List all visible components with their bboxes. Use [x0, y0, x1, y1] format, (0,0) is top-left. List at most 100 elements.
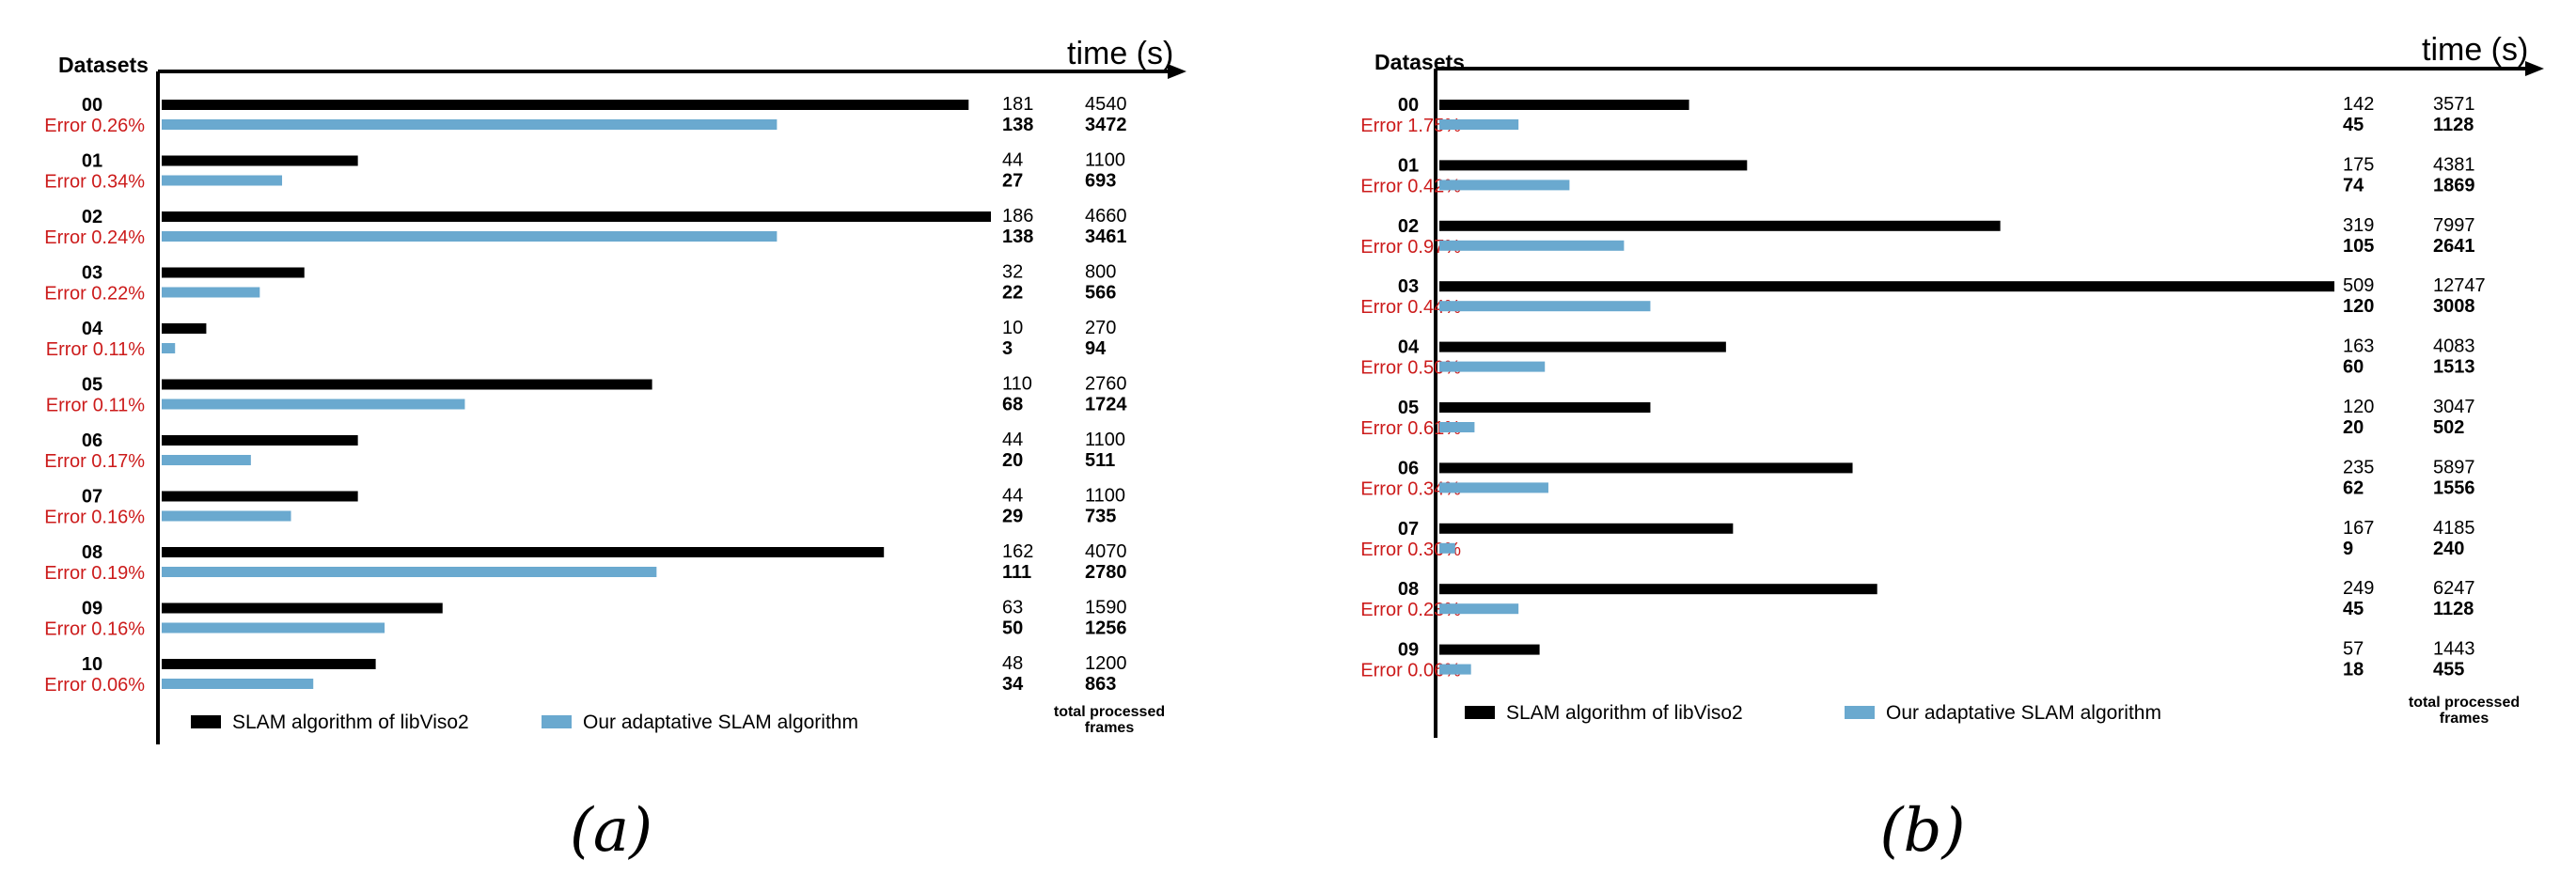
dataset-label: 01 [82, 151, 102, 172]
frames-value-adaptive: 735 [1085, 507, 1116, 527]
axis-title: time (s) [2422, 32, 2528, 68]
legend: SLAM algorithm of libViso2 Our adaptative… [1465, 702, 2161, 724]
frames-value-adaptive: 502 [2433, 417, 2464, 438]
time-value-adaptive: 120 [2343, 296, 2374, 317]
dataset-label: 00 [1398, 95, 1419, 116]
bar-adaptive [1439, 301, 1651, 312]
time-value-libviso2: 509 [2343, 275, 2374, 296]
frames-value-libviso2: 3571 [2433, 94, 2475, 115]
bar-libviso2 [1439, 281, 2334, 292]
bar-libviso2 [1439, 341, 1726, 352]
time-value-adaptive: 74 [2343, 175, 2364, 196]
time-value-libviso2: 186 [1002, 206, 1033, 227]
bar-libviso2 [1439, 100, 1689, 110]
frames-value-adaptive: 2641 [2433, 236, 2475, 257]
bar-libviso2 [1439, 462, 1853, 474]
time-value-libviso2: 44 [1002, 486, 1023, 507]
frames-value-adaptive: 1513 [2433, 357, 2475, 378]
legend-label-adaptive: Our adaptative SLAM algorithm [1886, 702, 2161, 724]
legend-label-libviso2: SLAM algorithm of libViso2 [232, 712, 469, 733]
dataset-label: 04 [1398, 337, 1420, 358]
frames-value-adaptive: 3008 [2433, 296, 2475, 317]
time-value-adaptive: 18 [2343, 660, 2364, 680]
error-label: Error 0.61% [1360, 418, 1461, 439]
bar-libviso2 [162, 659, 376, 669]
bar-libviso2 [162, 100, 969, 110]
axis-title: time (s) [1067, 36, 1173, 71]
bar-adaptive [162, 119, 778, 130]
error-label: Error 0.34% [1360, 478, 1461, 499]
dataset-label: 04 [82, 319, 103, 339]
bar-adaptive [1439, 422, 1475, 432]
time-value-libviso2: 120 [2343, 397, 2374, 417]
time-value-adaptive: 62 [2343, 477, 2364, 498]
bar-adaptive [162, 231, 778, 242]
dataset-label: 07 [1398, 519, 1419, 540]
bar-adaptive [1439, 361, 1546, 372]
frames-value-libviso2: 4185 [2433, 518, 2475, 539]
time-value-libviso2: 162 [1002, 541, 1033, 562]
frames-column-title-line1: total processed [2409, 695, 2520, 711]
bar-libviso2 [162, 379, 652, 390]
legend-label-libviso2: SLAM algorithm of libViso2 [1506, 702, 1743, 724]
time-value-adaptive: 60 [2343, 357, 2364, 378]
frames-column-title-line1: total processed [1054, 704, 1165, 720]
error-label: Error 0.11% [46, 396, 145, 416]
bar-adaptive [162, 679, 314, 689]
dataset-label: 06 [82, 430, 102, 451]
time-value-libviso2: 32 [1002, 262, 1023, 283]
frames-value-adaptive: 1128 [2433, 599, 2474, 619]
frames-value-adaptive: 1128 [2433, 115, 2474, 135]
panel-label: (b) [1880, 796, 1966, 866]
frames-value-adaptive: 455 [2433, 660, 2464, 680]
time-value-adaptive: 138 [1002, 115, 1033, 135]
time-value-libviso2: 175 [2343, 154, 2374, 175]
time-value-adaptive: 20 [1002, 450, 1023, 471]
bar-libviso2 [162, 435, 358, 446]
frames-value-adaptive: 1556 [2433, 477, 2475, 498]
bar-libviso2 [1439, 584, 1877, 595]
legend-swatch-adaptive [1845, 706, 1875, 719]
bar-libviso2 [1439, 160, 1748, 171]
dataset-label: 00 [82, 95, 102, 116]
bar-adaptive [162, 510, 291, 522]
frames-value-adaptive: 693 [1085, 171, 1116, 192]
bar-adaptive [1439, 542, 1455, 554]
frames-value-libviso2: 2760 [1085, 374, 1127, 395]
dataset-label: 07 [82, 487, 102, 508]
dataset-label: 09 [82, 599, 102, 619]
frames-value-adaptive: 240 [2433, 539, 2464, 559]
frames-value-libviso2: 4381 [2433, 154, 2475, 175]
error-label: Error 0.11% [46, 339, 145, 360]
time-value-libviso2: 235 [2343, 457, 2374, 477]
bar-adaptive [162, 399, 465, 410]
frames-value-adaptive: 863 [1085, 674, 1116, 695]
frames-value-libviso2: 6247 [2433, 578, 2475, 599]
bar-adaptive [162, 455, 251, 465]
bar-adaptive [1439, 180, 1570, 191]
frames-value-libviso2: 800 [1085, 262, 1116, 283]
frames-value-adaptive: 1869 [2433, 175, 2475, 196]
legend: SLAM algorithm of libViso2 Our adaptative… [191, 712, 858, 733]
category-title: Datasets [1374, 50, 1465, 74]
frames-value-adaptive: 2780 [1085, 562, 1127, 583]
error-label: Error 0.30% [1360, 540, 1461, 560]
time-value-libviso2: 57 [2343, 639, 2364, 660]
time-value-adaptive: 29 [1002, 507, 1023, 527]
dataset-label: 01 [1398, 155, 1419, 176]
